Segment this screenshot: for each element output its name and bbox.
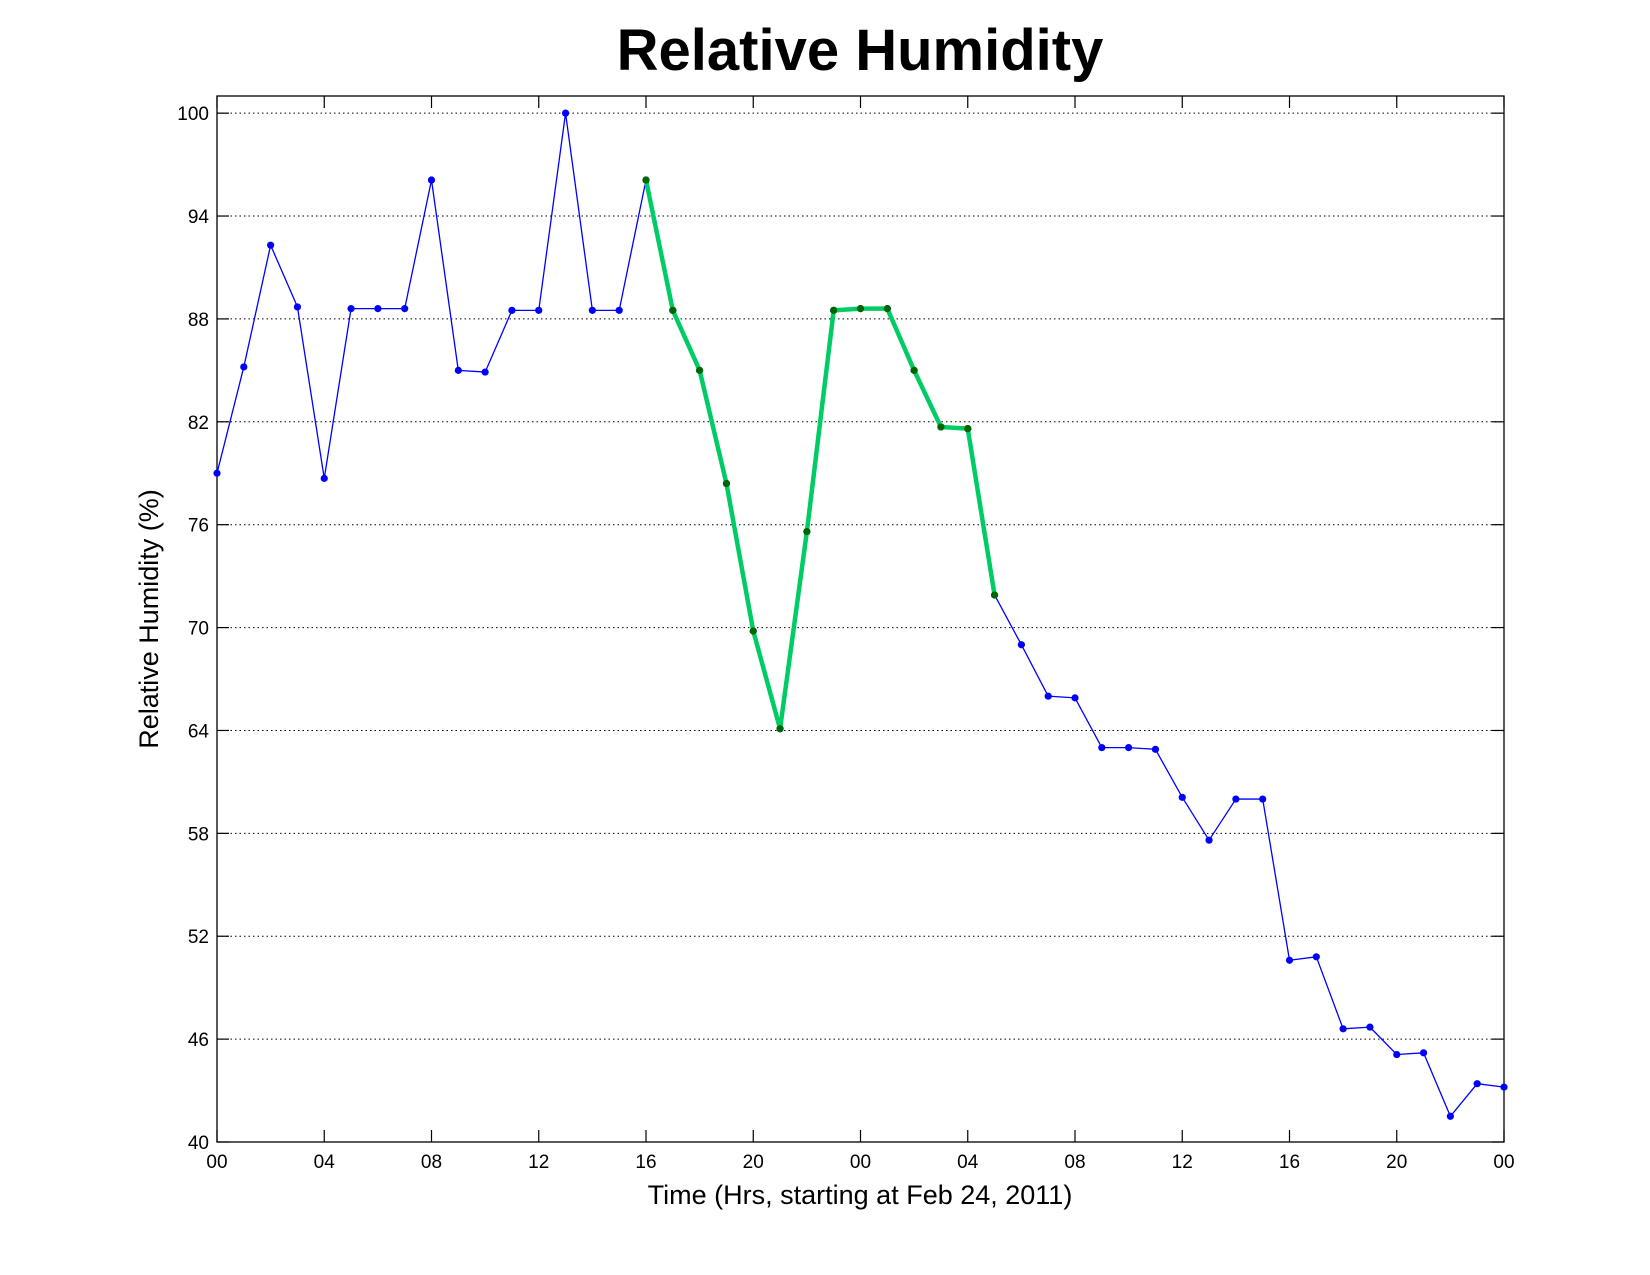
series-2-point: [696, 366, 704, 374]
x-tick-label: 12: [1172, 1152, 1193, 1173]
series-2-point: [830, 306, 838, 314]
plot-frame: [216, 95, 1505, 1143]
y-tick-label: 82: [188, 413, 209, 434]
series-1-point: [535, 306, 543, 314]
series-1-point: [401, 305, 409, 313]
series-1-point: [240, 363, 248, 371]
series-1-point: [454, 366, 462, 374]
series-1-point: [427, 176, 436, 184]
y-tick-label: 94: [188, 207, 210, 228]
series-1-point: [615, 306, 623, 314]
series-2-line: [643, 179, 997, 731]
y-tick-label: 100: [177, 104, 209, 125]
x-tick-label: 08: [1064, 1152, 1085, 1173]
series-1-point: [1312, 953, 1320, 961]
series-2-point: [883, 305, 891, 313]
plot-area: [217, 96, 1504, 1142]
series-2-point: [856, 305, 865, 313]
x-tick-label: 20: [1386, 1152, 1407, 1173]
series-2-point: [642, 176, 650, 184]
series-1-point: [1017, 641, 1025, 649]
y-tick-label: 64: [188, 721, 210, 742]
series-1-point: [1151, 745, 1160, 753]
series-1-point: [1178, 793, 1186, 801]
series-1-point: [1044, 692, 1052, 700]
series-1-point: [374, 305, 382, 313]
x-tick-labels: 00 04 08 12 16 20 00 04 08 12 16 20 00: [206, 1152, 1514, 1173]
series-1-point: [1419, 1049, 1428, 1057]
x-tick-label: 00: [1493, 1152, 1514, 1173]
x-tick-label: 12: [528, 1152, 549, 1173]
y-tick-label: 58: [188, 824, 209, 845]
x-tick-label: 20: [743, 1152, 764, 1173]
series-2-point: [749, 627, 757, 635]
y-tick-label: 76: [188, 516, 209, 537]
series-1-point: [508, 306, 516, 314]
series-1-point: [293, 303, 302, 311]
x-tick-label: 16: [635, 1152, 656, 1173]
chart-title: Relative Humidity: [617, 18, 1104, 83]
series-1-point: [561, 109, 570, 117]
series-1-point: [1098, 744, 1106, 752]
series-1-point: [1366, 1023, 1374, 1031]
y-tick-label: 52: [188, 927, 209, 948]
series-1-point: [481, 368, 489, 376]
series-1-point: [1446, 1112, 1454, 1120]
series-2-point: [910, 366, 918, 374]
series-1-point: [1205, 836, 1213, 844]
y-tick-label: 70: [188, 619, 209, 640]
x-tick-label: 00: [850, 1152, 871, 1173]
series-1-point: [1071, 694, 1079, 702]
series-1-point: [1285, 956, 1294, 964]
x-tick-label: 04: [314, 1152, 336, 1173]
series-2: [642, 176, 999, 733]
y-tick-label: 46: [188, 1030, 209, 1051]
series-2-point: [669, 306, 677, 314]
series-1-point: [267, 241, 275, 249]
series-1-point: [1500, 1083, 1508, 1091]
series-1-point: [1473, 1080, 1481, 1088]
x-tick-label: 16: [1279, 1152, 1300, 1173]
series-1-point: [320, 474, 328, 482]
series-1-point: [213, 469, 221, 477]
series-1-point: [1259, 795, 1267, 803]
series-2-point: [964, 425, 972, 433]
series-1-point: [1339, 1025, 1347, 1033]
x-tick-label: 04: [957, 1152, 979, 1173]
y-axis-label: Relative Humidity (%): [134, 489, 164, 749]
series-1-point: [588, 306, 596, 314]
series-2-point: [776, 725, 784, 733]
series-2-point: [990, 591, 999, 599]
series-1-point: [1232, 795, 1240, 803]
series-2-point: [722, 479, 731, 488]
y-tick-label: 40: [188, 1133, 209, 1154]
y-tick-labels: 40 46 52 58 64 70 76 82 88 94 100: [177, 104, 209, 1154]
x-tick-label: 08: [421, 1152, 442, 1173]
series-1-point: [1125, 744, 1133, 752]
series-1-point: [347, 305, 355, 313]
gridlines: [217, 112, 1504, 1040]
series-2-point: [803, 527, 811, 536]
x-axis-label: Time (Hrs, starting at Feb 24, 2011): [648, 1180, 1073, 1210]
series-1-point: [1393, 1050, 1401, 1059]
y-tick-label: 88: [188, 310, 209, 331]
series-layer: [213, 109, 1508, 1120]
x-tick-label: 00: [206, 1152, 227, 1173]
series-2-point: [937, 423, 945, 431]
